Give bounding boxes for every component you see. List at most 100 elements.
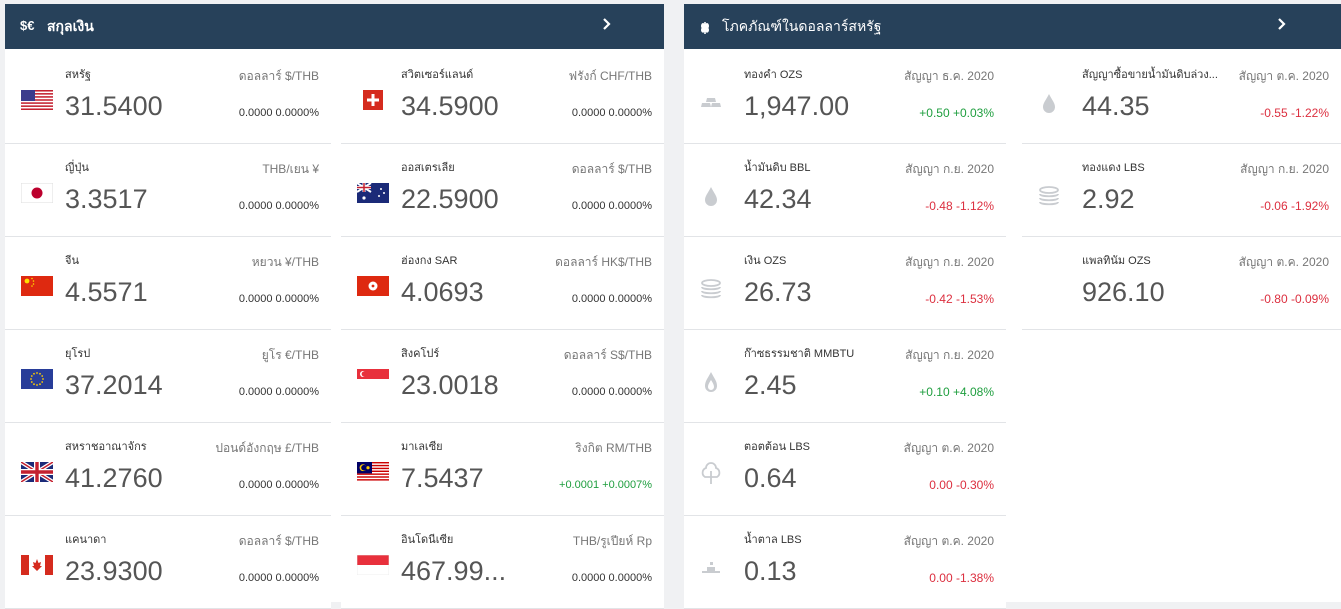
commodity-card[interactable]: น้ำตาล LBS 0.13 สัญญา ต.ค. 2020 0.00 -1.38% — [684, 517, 1006, 609]
currency-rate: 34.5900 — [401, 91, 499, 121]
commodity-change: +0.50 +0.03% — [919, 106, 994, 120]
japan-flag-icon — [21, 183, 53, 203]
oil-drop-icon — [1036, 90, 1062, 116]
commodity-card[interactable]: สัญญาซื้อขายน้ำมันดิบล่วง... 44.35 สัญญา ต… — [1022, 52, 1341, 144]
currency-change: 0.0000 0.0000% — [571, 107, 652, 119]
currency-unit: THB/เยน ¥ — [262, 162, 319, 176]
commodity-contract: สัญญา ก.ย. 2020 — [905, 162, 994, 176]
commodity-name: ตอตต้อน LBS — [744, 441, 811, 453]
commodity-price: 2.45 — [744, 370, 797, 400]
australia-flag-icon — [357, 183, 389, 203]
chevron-right-icon[interactable] — [601, 16, 613, 32]
us-flag-icon — [21, 90, 53, 110]
wheat-icon — [701, 22, 709, 34]
currency-change: 0.0000 0.0000% — [571, 386, 652, 398]
commodity-name: สัญญาซื้อขายน้ำมันดิบล่วง... — [1082, 69, 1218, 81]
currency-name: ออสเตรเลีย — [401, 162, 455, 174]
currency-card[interactable]: ฮ่องกง SAR 4.0693 ดอลลาร์ HK$/THB 0.0000 0.… — [341, 238, 664, 330]
flame-icon — [698, 369, 724, 395]
commodity-change: 0.00 -0.30% — [929, 478, 994, 492]
commodity-change: 0.00 -1.38% — [929, 571, 994, 585]
currency-card[interactable]: ญี่ปุ่น 3.3517 THB/เยน ¥ 0.0000 0.0000% — [5, 145, 331, 237]
currency-name: อินโดนีเซีย — [401, 534, 454, 546]
indonesia-flag-icon — [357, 555, 389, 575]
currency-rate: 3.3517 — [65, 184, 148, 214]
commodity-change: -0.48 -1.12% — [925, 199, 994, 213]
currency-card[interactable]: อินโดนีเซีย 467.99... THB/รูเปียห์ Rp 0.000… — [341, 517, 664, 609]
currency-change: 0.0000 0.0000% — [238, 200, 319, 212]
currency-unit: ดอลลาร์ $/THB — [238, 69, 319, 83]
commodity-panel-title: โภคภัณฑ์ในดอลลาร์สหรัฐ — [722, 18, 882, 34]
currency-icon: $€ — [20, 18, 35, 33]
currency-name: จีน — [65, 255, 79, 267]
currency-name: สหราชอาณาจักร — [65, 441, 147, 453]
commodity-price: 2.92 — [1082, 184, 1135, 214]
currency-card[interactable]: ยุโรป 37.2014 ยูโร €/THB 0.0000 0.0000% — [5, 331, 331, 423]
currency-name: สวิตเซอร์แลนด์ — [401, 69, 474, 81]
eu-flag-icon — [21, 369, 53, 389]
currency-unit: THB/รูเปียห์ Rp — [572, 534, 652, 548]
commodity-panel: โภคภัณฑ์ในดอลลาร์สหรัฐ ทองคำ OZS 1,947.00… — [684, 4, 1341, 609]
currency-panel-header[interactable]: $€ สกุลเงิน — [5, 4, 664, 49]
chevron-right-icon[interactable] — [1276, 16, 1288, 32]
commodity-name: น้ำตาล LBS — [744, 534, 802, 546]
currency-card[interactable]: สวิตเซอร์แลนด์ 34.5900 ฟรังก์ CHF/THB 0.000… — [341, 52, 664, 144]
commodity-card[interactable]: น้ำมันดิบ BBL 42.34 สัญญา ก.ย. 2020 -0.48 -… — [684, 145, 1006, 237]
currency-unit: ปอนด์อังกฤษ £/THB — [215, 441, 319, 455]
currency-unit: ยูโร €/THB — [261, 348, 319, 362]
currency-card[interactable]: สหราชอาณาจักร 41.2760 ปอนด์อังกฤษ £/THB 0.0… — [5, 424, 331, 516]
coin-stack-icon — [1036, 183, 1062, 209]
currency-card[interactable]: ออสเตรเลีย 22.5900 ดอลลาร์ $/THB 0.0000 0.0… — [341, 145, 664, 237]
currency-change: 0.0000 0.0000% — [238, 386, 319, 398]
hongkong-flag-icon — [357, 276, 389, 296]
currency-rate: 4.0693 — [401, 277, 484, 307]
oil-drop-icon — [698, 183, 724, 209]
cotton-icon — [698, 462, 724, 488]
commodity-price: 0.13 — [744, 556, 797, 586]
gold-bars-icon — [698, 90, 724, 116]
commodity-card[interactable]: ทองคำ OZS 1,947.00 สัญญา ธ.ค. 2020 +0.50 +0… — [684, 52, 1006, 144]
currency-card[interactable]: แคนาดา 23.9300 ดอลลาร์ $/THB 0.0000 0.0000% — [5, 517, 331, 609]
commodity-name: ก๊าซธรรมชาติ MMBTU — [744, 348, 855, 360]
currency-name: ยุโรป — [65, 348, 91, 360]
commodity-change: -0.42 -1.53% — [925, 292, 994, 306]
commodity-change: -0.55 -1.22% — [1260, 106, 1329, 120]
currency-rate: 4.5571 — [65, 277, 148, 307]
commodity-change: +0.10 +4.08% — [919, 385, 994, 399]
currency-rate: 37.2014 — [65, 370, 163, 400]
currency-unit: ดอลลาร์ $/THB — [238, 534, 319, 548]
commodity-contract: สัญญา ต.ค. 2020 — [903, 441, 994, 455]
currency-rate: 23.9300 — [65, 556, 163, 586]
currency-unit: หยวน ¥/THB — [251, 255, 319, 269]
commodity-card[interactable]: ตอตต้อน LBS 0.64 สัญญา ต.ค. 2020 0.00 -0.30… — [684, 424, 1006, 516]
commodity-price: 926.10 — [1082, 277, 1165, 307]
commodity-card[interactable]: ก๊าซธรรมชาติ MMBTU 2.45 สัญญา ก.ย. 2020 +0.… — [684, 331, 1006, 423]
commodity-card[interactable]: ทองแดง LBS 2.92 สัญญา ก.ย. 2020 -0.06 -1.92… — [1022, 145, 1341, 237]
commodity-name: ทองคำ OZS — [744, 69, 803, 81]
commodity-name: ทองแดง LBS — [1082, 162, 1145, 174]
currency-change: 0.0000 0.0000% — [571, 200, 652, 212]
commodity-card[interactable]: เงิน OZS 26.73 สัญญา ก.ย. 2020 -0.42 -1.53% — [684, 238, 1006, 330]
currency-name: ญี่ปุ่น — [65, 162, 89, 174]
currency-rate: 41.2760 — [65, 463, 163, 493]
currency-rate: 31.5400 — [65, 91, 163, 121]
currency-change: 0.0000 0.0000% — [238, 107, 319, 119]
commodity-contract: สัญญา ก.ย. 2020 — [1240, 162, 1329, 176]
malaysia-flag-icon — [357, 462, 389, 482]
commodity-change: -0.80 -0.09% — [1260, 292, 1329, 306]
currency-card[interactable]: สิงคโปร์ 23.0018 ดอลลาร์ S$/THB 0.0000 0.00… — [341, 331, 664, 423]
currency-card[interactable]: มาเลเซีย 7.5437 ริงกิต RM/THB +0.0001 +0.00… — [341, 424, 664, 516]
currency-card[interactable]: สหรัฐ 31.5400 ดอลลาร์ $/THB 0.0000 0.0000% — [5, 52, 331, 144]
singapore-flag-icon — [357, 369, 389, 389]
currency-change: 0.0000 0.0000% — [571, 293, 652, 305]
commodity-card[interactable]: แพลทินัม OZS 926.10 สัญญา ต.ค. 2020 -0.80 -… — [1022, 238, 1341, 330]
commodity-contract: สัญญา ต.ค. 2020 — [1238, 255, 1329, 269]
commodity-price: 44.35 — [1082, 91, 1150, 121]
currency-card[interactable]: จีน 4.5571 หยวน ¥/THB 0.0000 0.0000% — [5, 238, 331, 330]
currency-change: 0.0000 0.0000% — [571, 572, 652, 584]
coin-stack-icon — [698, 276, 724, 302]
commodity-panel-header[interactable]: โภคภัณฑ์ในดอลลาร์สหรัฐ — [684, 4, 1341, 49]
currency-panel: $€ สกุลเงิน สหรัฐ 31.5400 ดอลลาร์ $/THB 0.0… — [5, 4, 664, 609]
currency-name: แคนาดา — [65, 534, 107, 546]
canada-flag-icon — [21, 555, 53, 575]
